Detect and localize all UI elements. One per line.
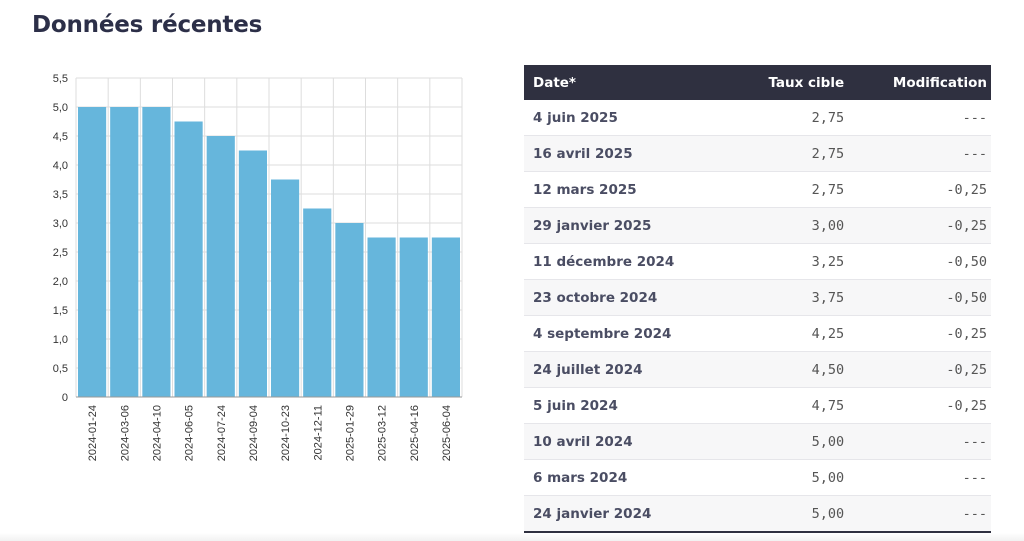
- x-tick-label: 2024-06-05: [184, 405, 196, 461]
- bar: [399, 237, 428, 397]
- bar: [174, 121, 203, 397]
- cell-rate: 4,75: [729, 387, 849, 424]
- cell-change: -0,50: [848, 279, 991, 316]
- y-tick-label: 2,5: [53, 247, 68, 259]
- cell-date: 4 juin 2025: [533, 109, 618, 126]
- cell-rate: 5,00: [729, 459, 849, 496]
- x-tick-label: 2024-04-10: [151, 405, 163, 461]
- cell-date: 5 juin 2024: [524, 387, 730, 424]
- cell-rate: 2,75: [811, 109, 845, 126]
- table-row: 4 juin 2025 2,75 ---: [524, 100, 991, 136]
- cell-date: 4 septembre 2024: [524, 315, 730, 352]
- cell-rate: 2,75: [729, 135, 849, 172]
- cell-rate: 3,00: [729, 207, 849, 244]
- rates-table: Date* Taux cible Modification 4 juin 202…: [524, 65, 991, 535]
- y-tick-label: 2,0: [53, 276, 68, 288]
- cell-change: ---: [848, 135, 991, 172]
- cell-date: 10 avril 2024: [524, 423, 730, 460]
- cell-date: 6 mars 2024: [524, 459, 730, 496]
- y-tick-label: 0,5: [53, 363, 68, 375]
- cell-rate: 3,75: [729, 279, 849, 316]
- x-tick-label: 2024-07-24: [216, 405, 228, 461]
- x-tick-label: 2025-06-04: [441, 405, 453, 461]
- bar: [431, 237, 460, 397]
- header-rate[interactable]: Taux cible: [729, 65, 849, 100]
- cell-rate: 4,50: [729, 351, 849, 388]
- x-tick-label: 2025-01-29: [344, 405, 356, 461]
- table-row: 11 décembre 2024 3,25 -0,50: [524, 243, 991, 280]
- cell-change: -0,25: [848, 171, 991, 208]
- bar: [335, 223, 364, 397]
- x-tick-label: 2025-04-16: [409, 405, 421, 461]
- y-tick-label: 1,0: [53, 334, 68, 346]
- table-body: 4 juin 2025 2,75 --- 16 avril 2025 2,75 --- 12…: [524, 100, 991, 533]
- table-row: 29 janvier 2025 3,00 -0,25: [524, 207, 991, 244]
- cell-change: -0,25: [848, 351, 991, 388]
- cell-change: -0,50: [848, 243, 991, 280]
- page-title: Données récentes: [32, 12, 263, 38]
- bar-chart: 0 0,5 1,0 1,5 2,0 2,5 3,0 3,5 4,0 4,5 5,0 5,5 2024-0…: [53, 73, 463, 461]
- x-tick-label: 2024-12-11: [312, 405, 324, 460]
- x-tick-label: 2025-03-12: [377, 405, 389, 461]
- cell-change: ---: [962, 109, 987, 126]
- cell-rate: 2,75: [729, 171, 849, 208]
- cell-date: 29 janvier 2025: [524, 207, 730, 244]
- cell-change: -0,25: [848, 387, 991, 424]
- cell-change: -0,25: [848, 207, 991, 244]
- bar: [271, 179, 300, 397]
- table-row: 5 juin 2024 4,75 -0,25: [524, 387, 991, 424]
- cell-change: -0,25: [848, 315, 991, 352]
- table-row: 16 avril 2025 2,75 ---: [524, 135, 991, 172]
- x-tick-label: 2024-09-04: [248, 405, 260, 461]
- table-row: 6 mars 2024 5,00 ---: [524, 459, 991, 496]
- bar: [367, 237, 396, 397]
- bar: [110, 107, 139, 397]
- cell-change: ---: [848, 495, 991, 533]
- bar: [206, 136, 235, 397]
- table-row: 12 mars 2025 2,75 -0,25: [524, 171, 991, 208]
- cell-date: 23 octobre 2024: [524, 279, 730, 316]
- header-change[interactable]: Modification: [848, 65, 991, 100]
- y-tick-label: 5,5: [53, 73, 68, 85]
- bar: [78, 107, 107, 397]
- y-tick-label: 4,0: [53, 160, 68, 172]
- bottom-fade: [0, 533, 1024, 541]
- table-header-row: Date* Taux cible Modification: [524, 65, 991, 100]
- y-tick-label: 3,0: [53, 218, 68, 230]
- y-tick-label: 4,5: [53, 131, 68, 143]
- cell-rate: 3,25: [729, 243, 849, 280]
- x-tick-label: 2024-10-23: [280, 405, 292, 461]
- bar: [142, 107, 171, 397]
- y-tick-label: 0: [62, 392, 68, 404]
- x-tick-label: 2024-03-06: [119, 405, 131, 461]
- table-row: 10 avril 2024 5,00 ---: [524, 423, 991, 460]
- cell-change: ---: [848, 423, 991, 460]
- cell-date: 24 janvier 2024: [524, 495, 730, 533]
- bar: [238, 150, 267, 397]
- cell-date: 16 avril 2025: [524, 135, 730, 172]
- header-date[interactable]: Date*: [524, 65, 730, 100]
- cell-date: 24 juillet 2024: [524, 351, 730, 388]
- table-row: 24 janvier 2024 5,00 ---: [524, 495, 991, 533]
- y-tick-label: 1,5: [53, 305, 68, 317]
- table-row: 23 octobre 2024 3,75 -0,50: [524, 279, 991, 316]
- x-tick-label: 2024-01-24: [87, 405, 99, 461]
- cell-rate: 5,00: [729, 423, 849, 460]
- bar: [303, 208, 332, 397]
- y-tick-label: 5,0: [53, 102, 68, 114]
- cell-date: 12 mars 2025: [524, 171, 730, 208]
- cell-rate: 5,00: [729, 495, 849, 533]
- cell-change: ---: [848, 459, 991, 496]
- table-row: 24 juillet 2024 4,50 -0,25: [524, 351, 991, 388]
- y-tick-label: 3,5: [53, 189, 68, 201]
- cell-rate: 4,25: [729, 315, 849, 352]
- table-row: 4 septembre 2024 4,25 -0,25: [524, 315, 991, 352]
- cell-date: 11 décembre 2024: [524, 243, 730, 280]
